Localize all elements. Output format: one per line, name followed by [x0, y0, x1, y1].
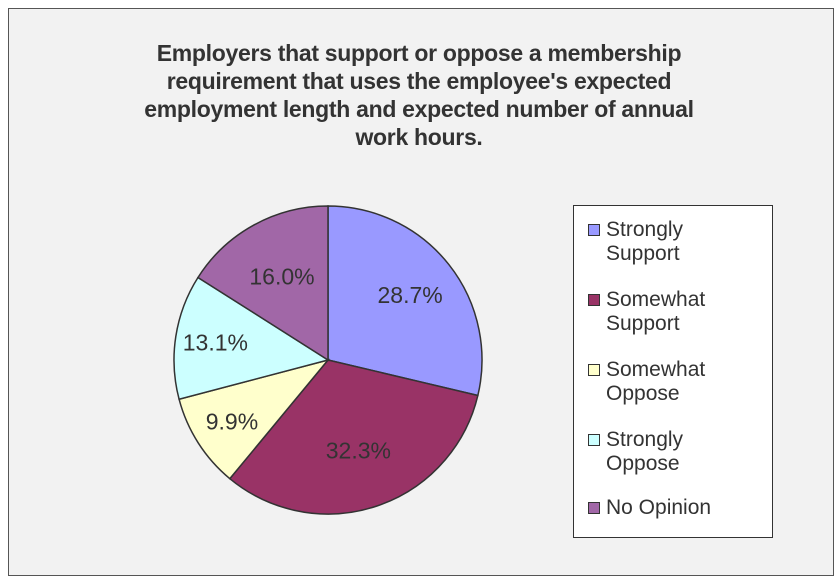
- legend-swatch: [588, 434, 600, 446]
- legend-label: No Opinion: [606, 496, 712, 519]
- legend: Strongly Support Somewhat Support Somewhat Op…: [573, 205, 773, 538]
- pie-slice-somewhat-support: [228, 359, 479, 515]
- slice-label-no-opinion: 16.0%: [249, 263, 314, 289]
- legend-swatch: [588, 224, 600, 236]
- chart-area: Employers that support or oppose a membe…: [8, 8, 834, 576]
- pie-slice-strongly-support: [327, 205, 483, 397]
- slice-label-somewhat-oppose: 9.9%: [206, 408, 258, 434]
- pie-chart: 28.7% 32.3% 9.9% 13.1% 16.0%: [173, 205, 483, 515]
- legend-label: Strongly Support: [606, 218, 684, 265]
- pie-slice-strongly-oppose: [173, 276, 330, 401]
- legend-swatch: [588, 294, 600, 306]
- slice-label-somewhat-support: 32.3%: [326, 438, 391, 464]
- chart-title: Employers that support or oppose a membe…: [144, 40, 694, 150]
- legend-label: Somewhat Oppose: [606, 358, 706, 405]
- pie-slice-no-opinion: [196, 205, 329, 362]
- legend-label: Somewhat Support: [606, 288, 706, 335]
- slice-label-strongly-support: 28.7%: [378, 282, 443, 308]
- legend-swatch: [588, 364, 600, 376]
- legend-label: Strongly Oppose: [606, 428, 684, 475]
- slice-label-strongly-oppose: 13.1%: [183, 330, 248, 356]
- legend-swatch: [588, 502, 600, 514]
